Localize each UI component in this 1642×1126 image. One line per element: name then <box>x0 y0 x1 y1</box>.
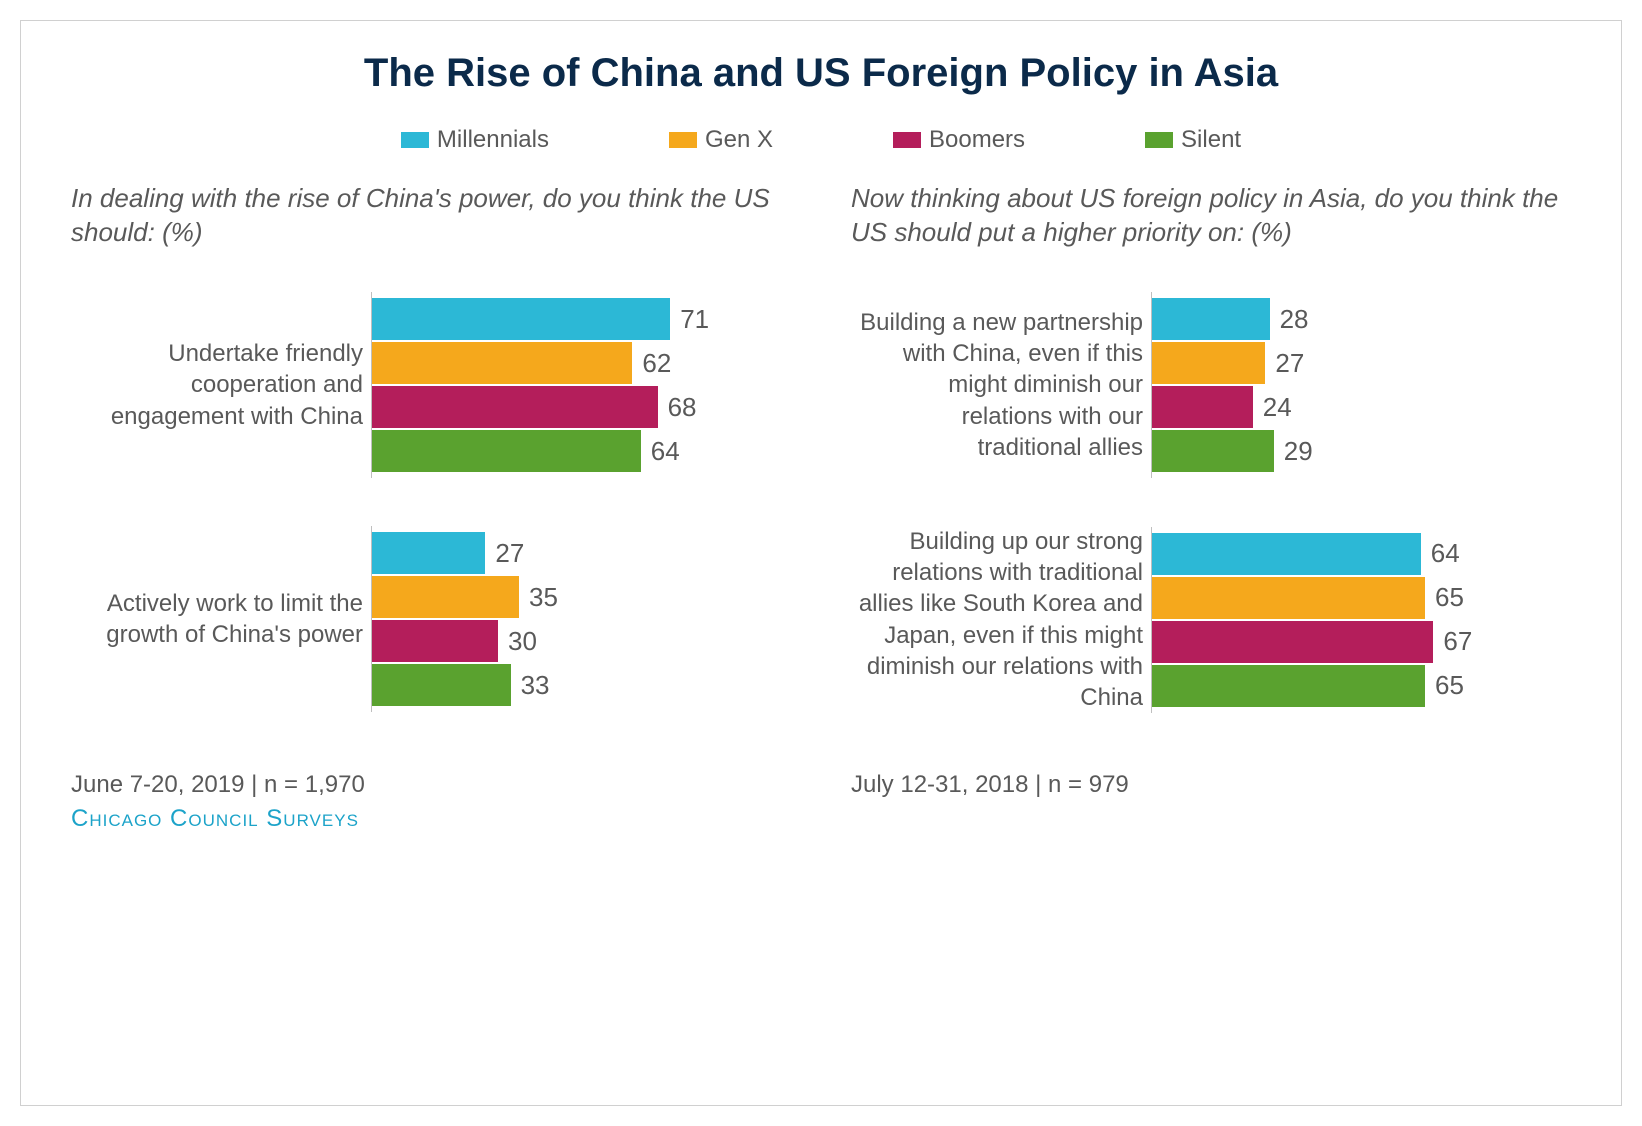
bar <box>1152 621 1433 663</box>
group-label: Building a new partnership with China, e… <box>851 307 1151 463</box>
bar-value: 33 <box>511 670 550 701</box>
chart-columns: In dealing with the rise of China's powe… <box>71 182 1571 761</box>
bar-row: 27 <box>372 532 791 574</box>
group-label: Building up our strong relations with tr… <box>851 526 1151 713</box>
bar-row: 65 <box>1152 665 1571 707</box>
bar-row: 24 <box>1152 386 1571 428</box>
bar-value: 64 <box>641 436 680 467</box>
right-footnote: July 12-31, 2018 | n = 979 <box>851 771 1571 799</box>
bars: 64 65 67 65 <box>1151 527 1571 713</box>
swatch-silent <box>1145 132 1173 148</box>
swatch-millennials <box>401 132 429 148</box>
bar <box>372 342 632 384</box>
bar-row: 64 <box>372 430 791 472</box>
bar-group: Building up our strong relations with tr… <box>851 526 1571 713</box>
bar <box>372 298 670 340</box>
bar-value: 64 <box>1421 538 1460 569</box>
bar-value: 35 <box>519 582 558 613</box>
bar <box>1152 430 1274 472</box>
left-footnote: June 7-20, 2019 | n = 1,970 <box>71 771 791 799</box>
source-line: Chicago Council Surveys <box>71 805 791 833</box>
left-subtitle: In dealing with the rise of China's powe… <box>71 182 791 292</box>
bar-value: 62 <box>632 348 671 379</box>
bar-row: 64 <box>1152 533 1571 575</box>
bar-group: Actively work to limit the growth of Chi… <box>71 526 791 712</box>
bar <box>372 386 658 428</box>
left-panel: In dealing with the rise of China's powe… <box>71 182 791 761</box>
footers: June 7-20, 2019 | n = 1,970 Chicago Coun… <box>71 771 1571 833</box>
bar <box>1152 665 1425 707</box>
bar-row: 30 <box>372 620 791 662</box>
right-panel: Now thinking about US foreign policy in … <box>851 182 1571 761</box>
swatch-boomers <box>893 132 921 148</box>
legend: Millennials Gen X Boomers Silent <box>71 126 1571 154</box>
legend-item-silent: Silent <box>1145 126 1241 154</box>
chart-title: The Rise of China and US Foreign Policy … <box>71 51 1571 96</box>
bar-group: Undertake friendly cooperation and engag… <box>71 292 791 478</box>
left-chart-area: Undertake friendly cooperation and engag… <box>71 292 791 760</box>
bar-value: 68 <box>658 392 697 423</box>
bar-group: Building a new partnership with China, e… <box>851 292 1571 478</box>
right-footer: July 12-31, 2018 | n = 979 <box>851 771 1571 833</box>
bars: 28 27 24 29 <box>1151 292 1571 478</box>
legend-item-millennials: Millennials <box>401 126 549 154</box>
legend-label: Gen X <box>705 126 773 154</box>
bar <box>372 532 485 574</box>
bar-row: 35 <box>372 576 791 618</box>
bar-row: 28 <box>1152 298 1571 340</box>
bar-value: 71 <box>670 304 709 335</box>
bar-row: 71 <box>372 298 791 340</box>
bar-value: 24 <box>1253 392 1292 423</box>
legend-label: Boomers <box>929 126 1025 154</box>
bar-value: 29 <box>1274 436 1313 467</box>
bar <box>1152 298 1270 340</box>
bar-value: 65 <box>1425 582 1464 613</box>
bars: 71 62 68 64 <box>371 292 791 478</box>
legend-label: Millennials <box>437 126 549 154</box>
bar <box>372 664 511 706</box>
bar <box>1152 577 1425 619</box>
group-label: Undertake friendly cooperation and engag… <box>71 338 371 432</box>
group-label: Actively work to limit the growth of Chi… <box>71 588 371 650</box>
bar <box>372 620 498 662</box>
bar-value: 27 <box>1265 348 1304 379</box>
bar <box>1152 386 1253 428</box>
bar-value: 28 <box>1270 304 1309 335</box>
bar-row: 62 <box>372 342 791 384</box>
bar-value: 27 <box>485 538 524 569</box>
bar-row: 67 <box>1152 621 1571 663</box>
legend-item-genx: Gen X <box>669 126 773 154</box>
bar-row: 68 <box>372 386 791 428</box>
bar-row: 65 <box>1152 577 1571 619</box>
bar-row: 29 <box>1152 430 1571 472</box>
bar-value: 67 <box>1433 626 1472 657</box>
legend-label: Silent <box>1181 126 1241 154</box>
bar-value: 65 <box>1425 670 1464 701</box>
chart-container: The Rise of China and US Foreign Policy … <box>20 20 1622 1106</box>
right-chart-area: Building a new partnership with China, e… <box>851 292 1571 761</box>
bar <box>1152 342 1265 384</box>
legend-item-boomers: Boomers <box>893 126 1025 154</box>
bar <box>372 430 641 472</box>
bar-value: 30 <box>498 626 537 657</box>
bar-row: 27 <box>1152 342 1571 384</box>
left-footer: June 7-20, 2019 | n = 1,970 Chicago Coun… <box>71 771 791 833</box>
bar-row: 33 <box>372 664 791 706</box>
right-subtitle: Now thinking about US foreign policy in … <box>851 182 1571 292</box>
bar <box>372 576 519 618</box>
bar <box>1152 533 1421 575</box>
bars: 27 35 30 33 <box>371 526 791 712</box>
swatch-genx <box>669 132 697 148</box>
